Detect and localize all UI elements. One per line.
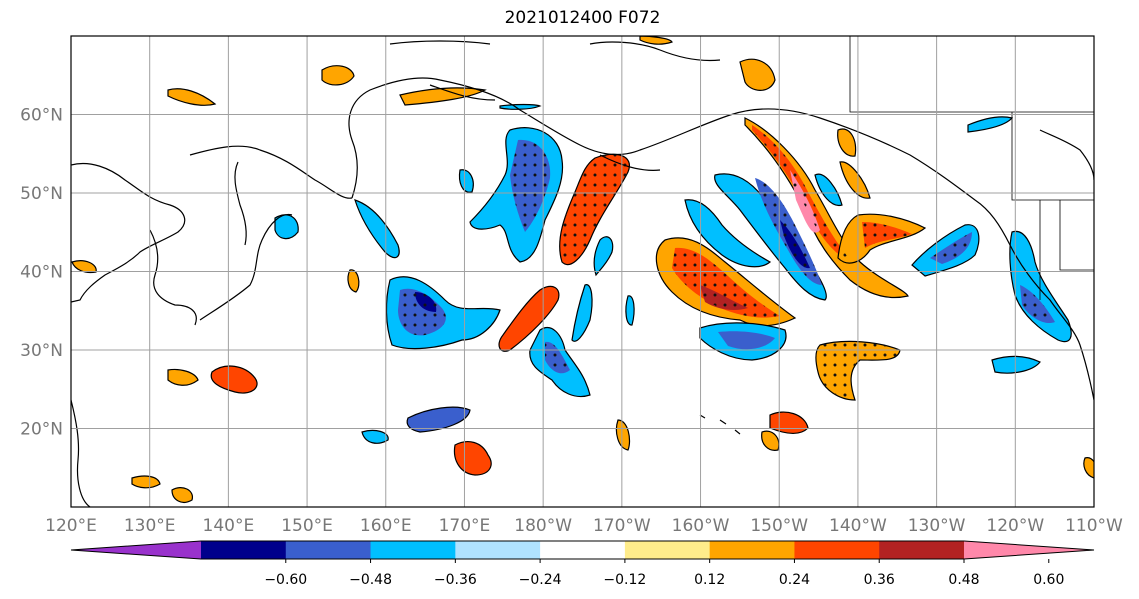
anomaly-blob	[453, 441, 492, 476]
anomaly-blob	[718, 331, 775, 350]
longitude-tick-label: 180°W	[514, 516, 572, 536]
colorbar-tick-label: −0.48	[349, 572, 392, 588]
longitude-tick-labels: 120°E 130°E 140°E 150°E 160°E 170°E 180°W 170°W…	[45, 516, 1123, 536]
colorbar-tick-label: 0.12	[694, 572, 725, 588]
colorbar-outline	[70, 540, 1095, 560]
colorbar-segment	[794, 541, 880, 559]
anomaly-blob	[71, 260, 97, 274]
longitude-tick-label: 130°E	[124, 516, 176, 536]
anomaly-blob	[1009, 230, 1072, 343]
longitude-tick-label: 150°E	[281, 516, 333, 536]
colorbar-tick-label: 0.60	[1033, 572, 1064, 588]
longitude-tick-label: 140°E	[203, 516, 255, 536]
longitude-tick-label: 160°E	[360, 516, 412, 536]
colorbar-segment	[201, 541, 287, 559]
anomaly-blob	[171, 487, 194, 503]
map-gridlines	[71, 36, 1094, 507]
anomaly-blob	[571, 284, 593, 342]
colorbar-tick-label: 0.48	[948, 572, 979, 588]
anomaly-blob	[593, 236, 614, 277]
colorbar-segment	[285, 541, 372, 559]
colorbar: −0.60 −0.48 −0.36 −0.24 −0.12 0.12 0.24 0.36 0.4…	[70, 540, 1095, 588]
colorbar-segment	[370, 541, 456, 559]
anomaly-blob	[967, 116, 1014, 133]
longitude-tick-label: 170°W	[593, 516, 651, 536]
map-frame	[70, 35, 1095, 508]
colorbar-extend-high	[964, 541, 1094, 559]
political-borders	[849, 36, 1094, 300]
anomaly-blob	[761, 430, 780, 451]
longitude-tick-label: 120°E	[45, 516, 97, 536]
anomaly-blob	[354, 199, 400, 259]
anomaly-blob	[839, 161, 871, 199]
colorbar-segment	[879, 541, 965, 559]
anomaly-blob	[814, 173, 843, 206]
anomaly-blob	[499, 103, 542, 110]
anomaly-blob	[131, 475, 161, 489]
colorbar-segment	[709, 541, 795, 559]
longitude-tick-label: 160°W	[672, 516, 730, 536]
colorbar-tick-label: −0.24	[519, 572, 562, 588]
longitude-tick-label: 130°W	[908, 516, 966, 536]
latitude-tick-labels: 20°N 30°N 40°N 50°N 60°N	[20, 106, 63, 440]
colorbar-extend-low	[71, 541, 201, 559]
longitude-tick-label: 150°W	[750, 516, 808, 536]
anomaly-blob	[639, 36, 673, 45]
latitude-tick-label: 60°N	[20, 106, 63, 126]
anomaly-blob	[769, 411, 809, 435]
anomaly-blob	[458, 169, 474, 193]
anomaly-blob	[406, 406, 471, 433]
colorbar-segment	[624, 541, 711, 559]
colorbar-segment	[455, 541, 541, 559]
anomaly-blob	[625, 295, 635, 326]
anomaly-blob	[321, 65, 355, 86]
latitude-tick-label: 40°N	[20, 263, 63, 283]
anomaly-blob	[361, 429, 389, 444]
colorbar-tick-label: −0.60	[264, 572, 307, 588]
anomaly-blob	[210, 365, 258, 394]
latitude-tick-label: 20°N	[20, 420, 63, 440]
anomaly-blob	[167, 368, 199, 386]
colorbar-tick-label: −0.12	[603, 572, 646, 588]
coastlines	[71, 40, 1094, 507]
anomaly-blob	[991, 355, 1041, 374]
colorbar-tick-label: 0.24	[779, 572, 810, 588]
latitude-tick-label: 50°N	[20, 184, 63, 204]
colorbar-tick-label: 0.36	[864, 572, 895, 588]
colorbar-segment	[540, 541, 626, 559]
longitude-tick-label: 140°W	[829, 516, 887, 536]
longitude-tick-label: 170°E	[439, 516, 491, 536]
anomaly-blob	[167, 88, 217, 106]
anomaly-blob	[684, 199, 772, 268]
longitude-tick-label: 110°W	[1065, 516, 1123, 536]
anomaly-blob	[837, 128, 857, 157]
anomaly-blob	[347, 269, 360, 293]
map-title: 2021012400 F072	[504, 8, 661, 28]
colorbar-tick-label: −0.36	[434, 572, 477, 588]
latitude-tick-label: 30°N	[20, 341, 63, 361]
anomaly-blob	[615, 419, 631, 451]
anomaly-blob	[739, 58, 776, 91]
longitude-tick-label: 120°W	[986, 516, 1044, 536]
anomaly-blob	[399, 87, 487, 106]
anomaly-blob	[1083, 457, 1094, 479]
